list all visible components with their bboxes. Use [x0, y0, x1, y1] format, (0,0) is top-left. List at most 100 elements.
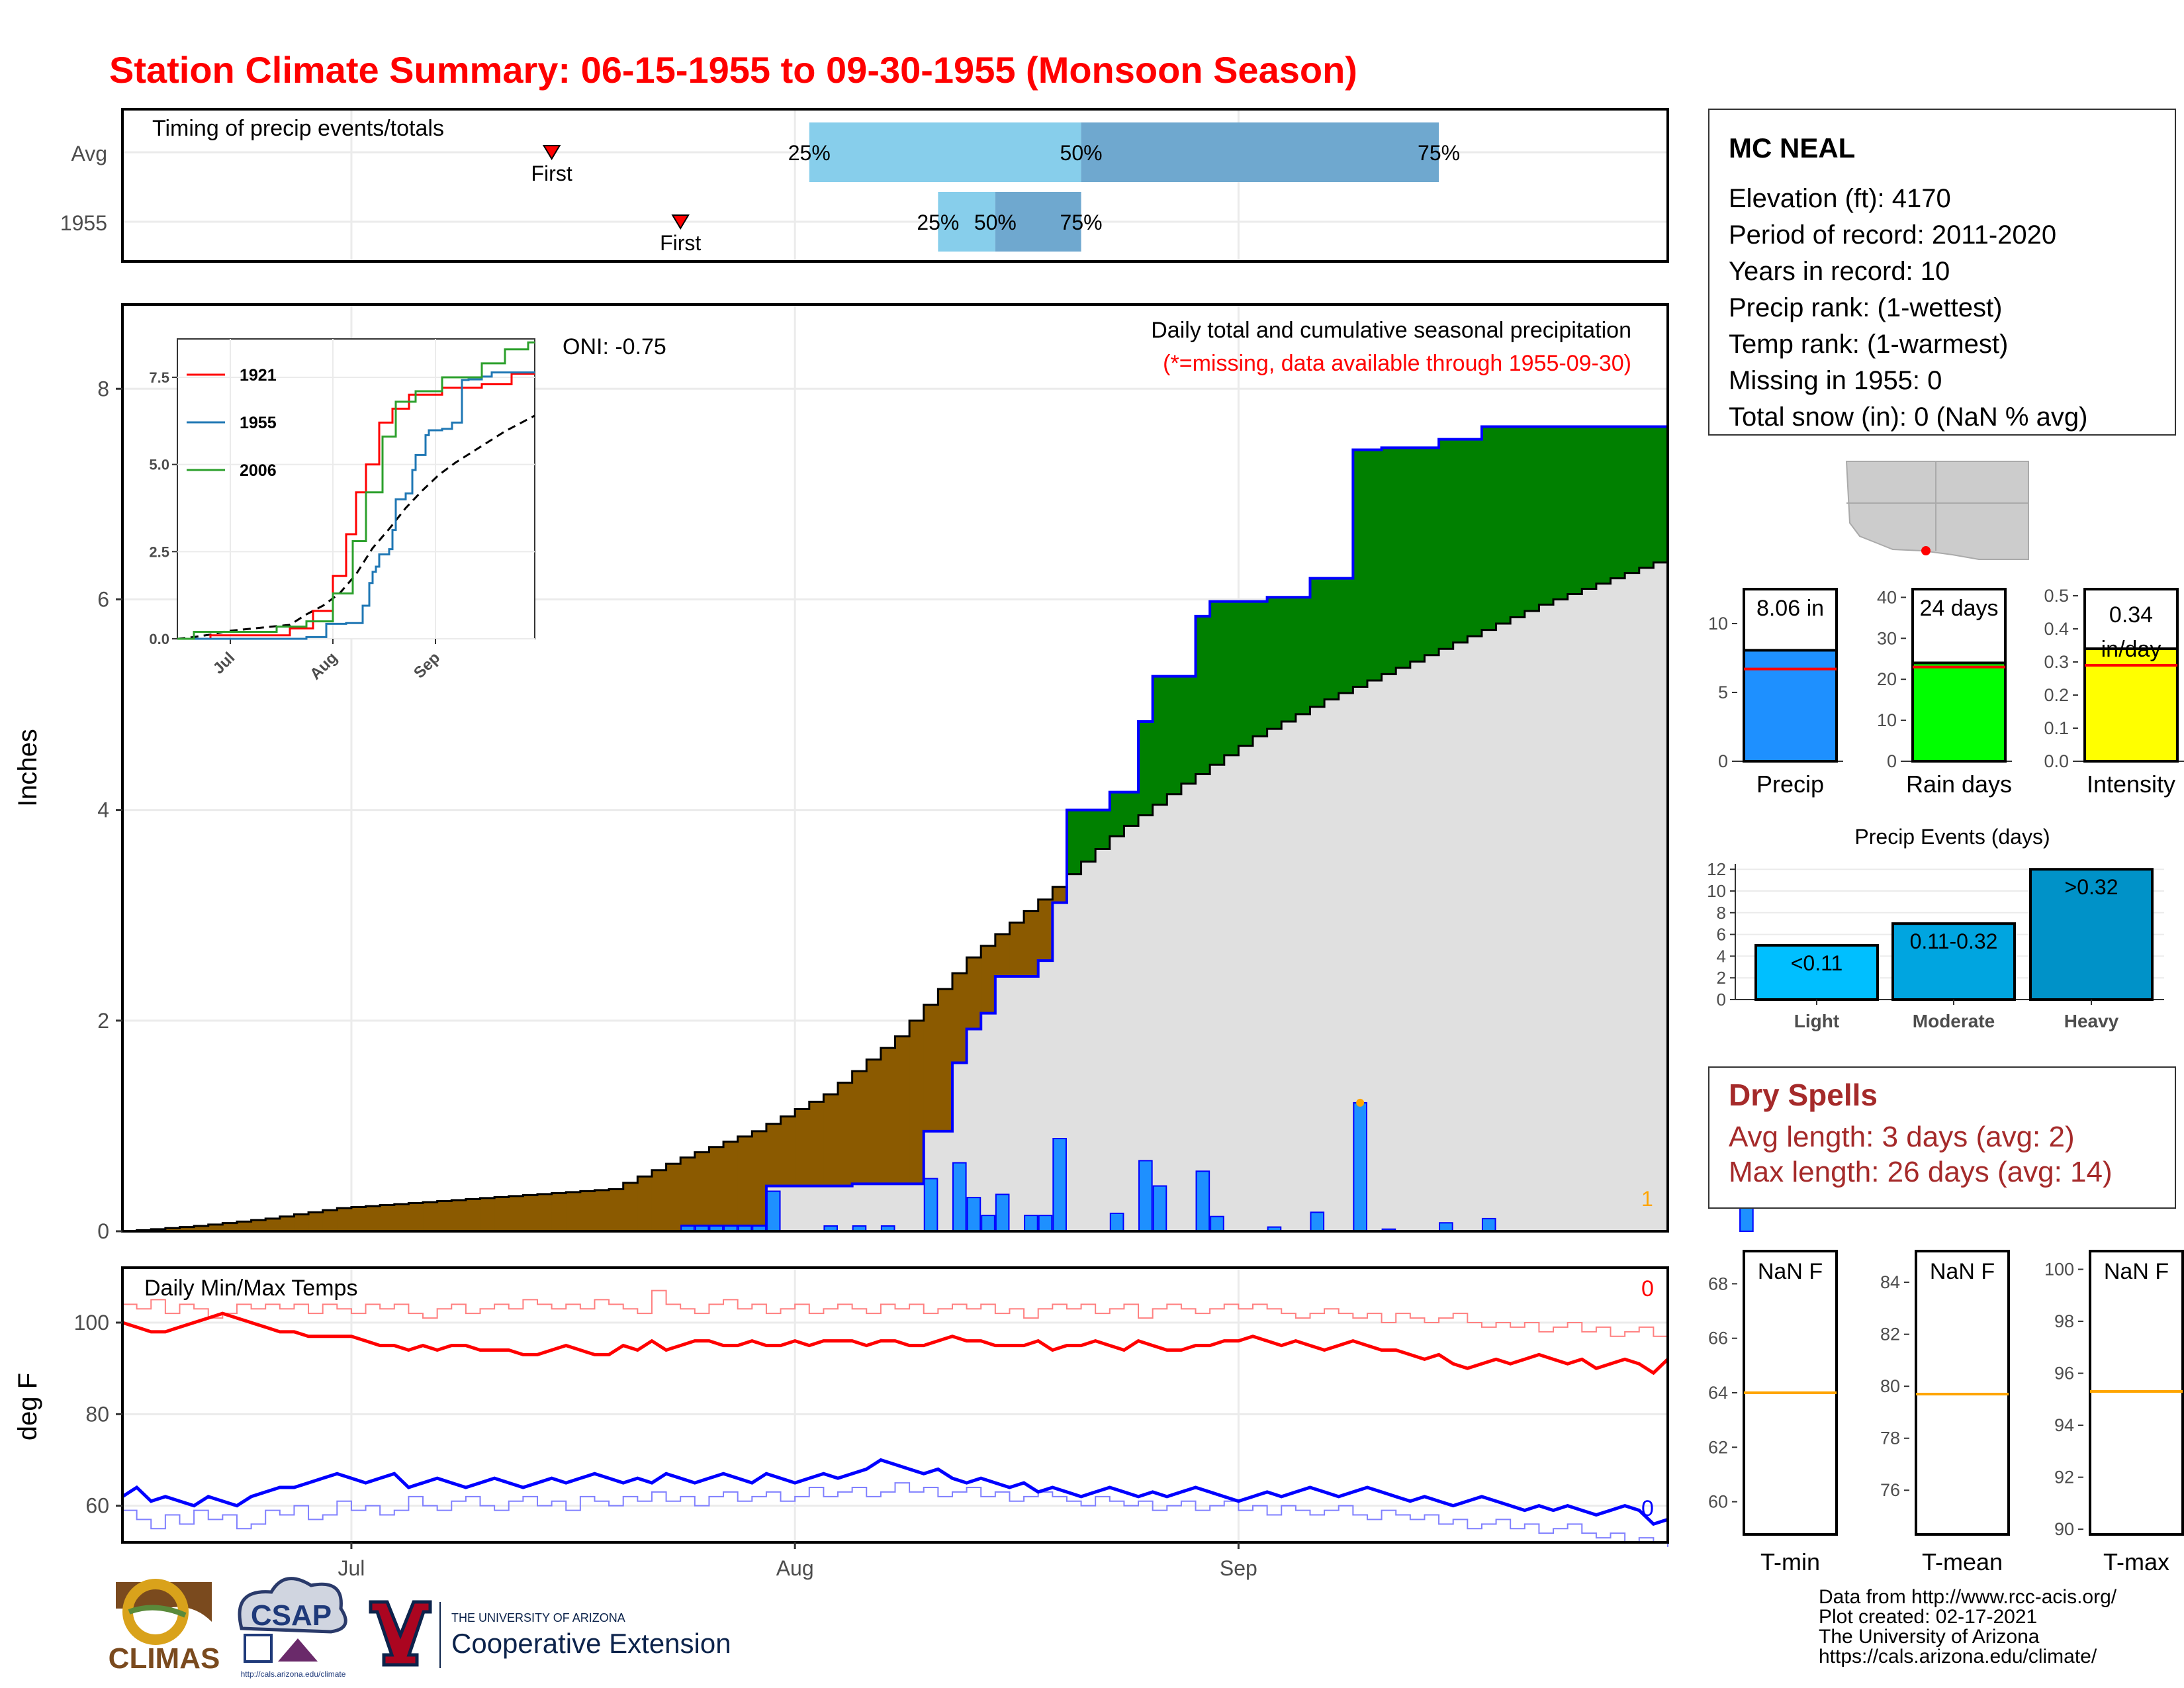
timing-marker [671, 214, 690, 230]
deficit-segment [337, 1208, 352, 1231]
temp-box-ytick-label: 76 [1880, 1480, 1900, 1500]
surplus-segment [1353, 449, 1368, 687]
deficit-segment [322, 1210, 338, 1231]
temp-box-ytick-label: 68 [1708, 1274, 1728, 1293]
surplus-segment [1181, 676, 1197, 784]
deficit-segment [766, 1123, 782, 1186]
summary-ytick-label: 0 [1718, 751, 1728, 771]
max-daily-marker [1356, 1098, 1365, 1107]
deficit-segment [723, 1141, 739, 1227]
temp-ylabel: deg F [13, 1373, 42, 1440]
precip-ytick-label: 0 [97, 1219, 109, 1243]
surplus-segment [1424, 447, 1439, 655]
events-bar [1891, 922, 2016, 1001]
events-title: Precip Events (days) [1854, 825, 2050, 849]
footer-line: Data from http://www.rcc-acis.org/ [1819, 1586, 2117, 1608]
deficit-segment [294, 1214, 309, 1231]
month-label: Jul [338, 1556, 365, 1580]
deficit-segment [637, 1176, 653, 1231]
summary-ytick-label: 0.0 [2044, 751, 2069, 771]
chart-title: Station Climate Summary: 06-15-1955 to 0… [109, 49, 1357, 91]
deficit-segment [966, 957, 981, 1029]
deficit-segment [823, 1094, 839, 1186]
deficit-segment [308, 1212, 324, 1231]
temp-box-label: T-mean [1922, 1548, 2003, 1575]
deficit-segment [179, 1227, 195, 1231]
dry-spells-avg: Avg length: 3 days (avg: 2) [1729, 1121, 2075, 1153]
climas-logo-text: CLIMAS [109, 1642, 220, 1675]
surplus-segment [1338, 578, 1353, 694]
timing-bar-q1 [809, 122, 1081, 182]
temp-summary-boxes: 60 62 64 66 68 NaN F T-min 76 78 80 82 84 NaN F T-mea… [1708, 1250, 2184, 1575]
surplus-segment [1639, 426, 1654, 568]
deficit-segment [451, 1199, 467, 1231]
summary-ytick-label: 0.2 [2044, 685, 2069, 705]
deficit-segment [838, 1082, 853, 1186]
station-info: MC NEAL Elevation (ft): 4170 Period of r… [1708, 109, 2176, 436]
surplus-segment [1124, 792, 1139, 826]
deficit-segment [465, 1199, 481, 1231]
deficit-segment [651, 1170, 667, 1231]
timing-row-label-year: 1955 [60, 211, 107, 235]
timing-pct-label: 25% [917, 211, 959, 234]
summary-ytick-label: 5 [1718, 682, 1728, 702]
locator-map [1843, 458, 2032, 564]
events-ytick-label: 0 [1717, 990, 1726, 1009]
daily-precip-bar [923, 1178, 938, 1233]
temp-box-ytick-label: 78 [1880, 1429, 1900, 1448]
station-location-dot [1921, 546, 1931, 555]
deficit-segment [938, 989, 953, 1131]
deficit-segment [1052, 886, 1068, 903]
events-ytick-label: 4 [1717, 946, 1726, 966]
deficit-segment [923, 1004, 938, 1131]
month-label: Aug [776, 1556, 814, 1580]
temp-box-label: T-min [1760, 1548, 1820, 1575]
surplus-segment [1210, 601, 1225, 765]
summary-bar-charts: 0 5 10 8.06 in Precip 0 10 20 30 40 24 days Rain da… [1708, 586, 2184, 798]
surplus-segment [1510, 426, 1525, 618]
surplus-segment [1553, 426, 1569, 600]
timing-pct-label: 75% [1060, 211, 1103, 234]
deficit-segment [880, 1048, 895, 1184]
footer-line: https://cals.arizona.edu/climate/ [1819, 1646, 2097, 1667]
timing-marker [542, 145, 561, 160]
csap-logo-url: http://cals.arizona.edu/climate [241, 1669, 346, 1679]
surplus-segment [1109, 792, 1124, 837]
precip-ytick-label: 6 [97, 587, 109, 611]
deficit-segment [423, 1201, 438, 1231]
precip-legend-title: Daily total and cumulative seasonal prec… [1151, 318, 1631, 343]
deficit-segment [809, 1102, 824, 1186]
surplus-segment [1496, 426, 1511, 624]
surplus-segment [1267, 597, 1282, 729]
deficit-segment [537, 1194, 553, 1231]
surplus-segment [1567, 426, 1582, 594]
surplus-segment [1295, 597, 1310, 714]
deficit-segment [208, 1224, 223, 1231]
precip-ytick-label: 2 [97, 1009, 109, 1033]
timing-marker-label: First [660, 231, 701, 255]
summary-bar-label: Precip [1756, 771, 1824, 798]
events-category-label: Heavy [2064, 1011, 2119, 1031]
observed-cumulative-line [680, 425, 1668, 1228]
station-line: Elevation (ft): 4170 [1729, 184, 1951, 213]
daily-precip-bar [995, 1194, 1010, 1233]
surplus-segment [1095, 810, 1111, 849]
deficit-segment [365, 1205, 381, 1231]
deficit-segment [694, 1152, 709, 1227]
events-category-label: Light [1794, 1011, 1839, 1031]
surplus-segment [1138, 722, 1154, 816]
station-line: Years in record: 10 [1729, 257, 1950, 286]
station-name: MC NEAL [1729, 132, 1855, 164]
dry-spells-box: Dry Spells Avg length: 3 days (avg: 2) M… [1708, 1066, 2176, 1209]
deficit-segment [981, 945, 996, 1013]
summary-ytick-label: 0.3 [2044, 652, 2069, 672]
temp-ytick-label: 80 [85, 1402, 109, 1426]
deficit-segment [408, 1203, 424, 1231]
csap-logo-text: CSAP [251, 1599, 332, 1632]
temp-box-value: NaN F [1930, 1259, 1995, 1284]
deficit-segment [265, 1218, 281, 1231]
daily-precip-bar [981, 1215, 995, 1232]
temp-box-ytick-label: 66 [1708, 1329, 1728, 1348]
daily-precip-bar [1152, 1185, 1167, 1233]
